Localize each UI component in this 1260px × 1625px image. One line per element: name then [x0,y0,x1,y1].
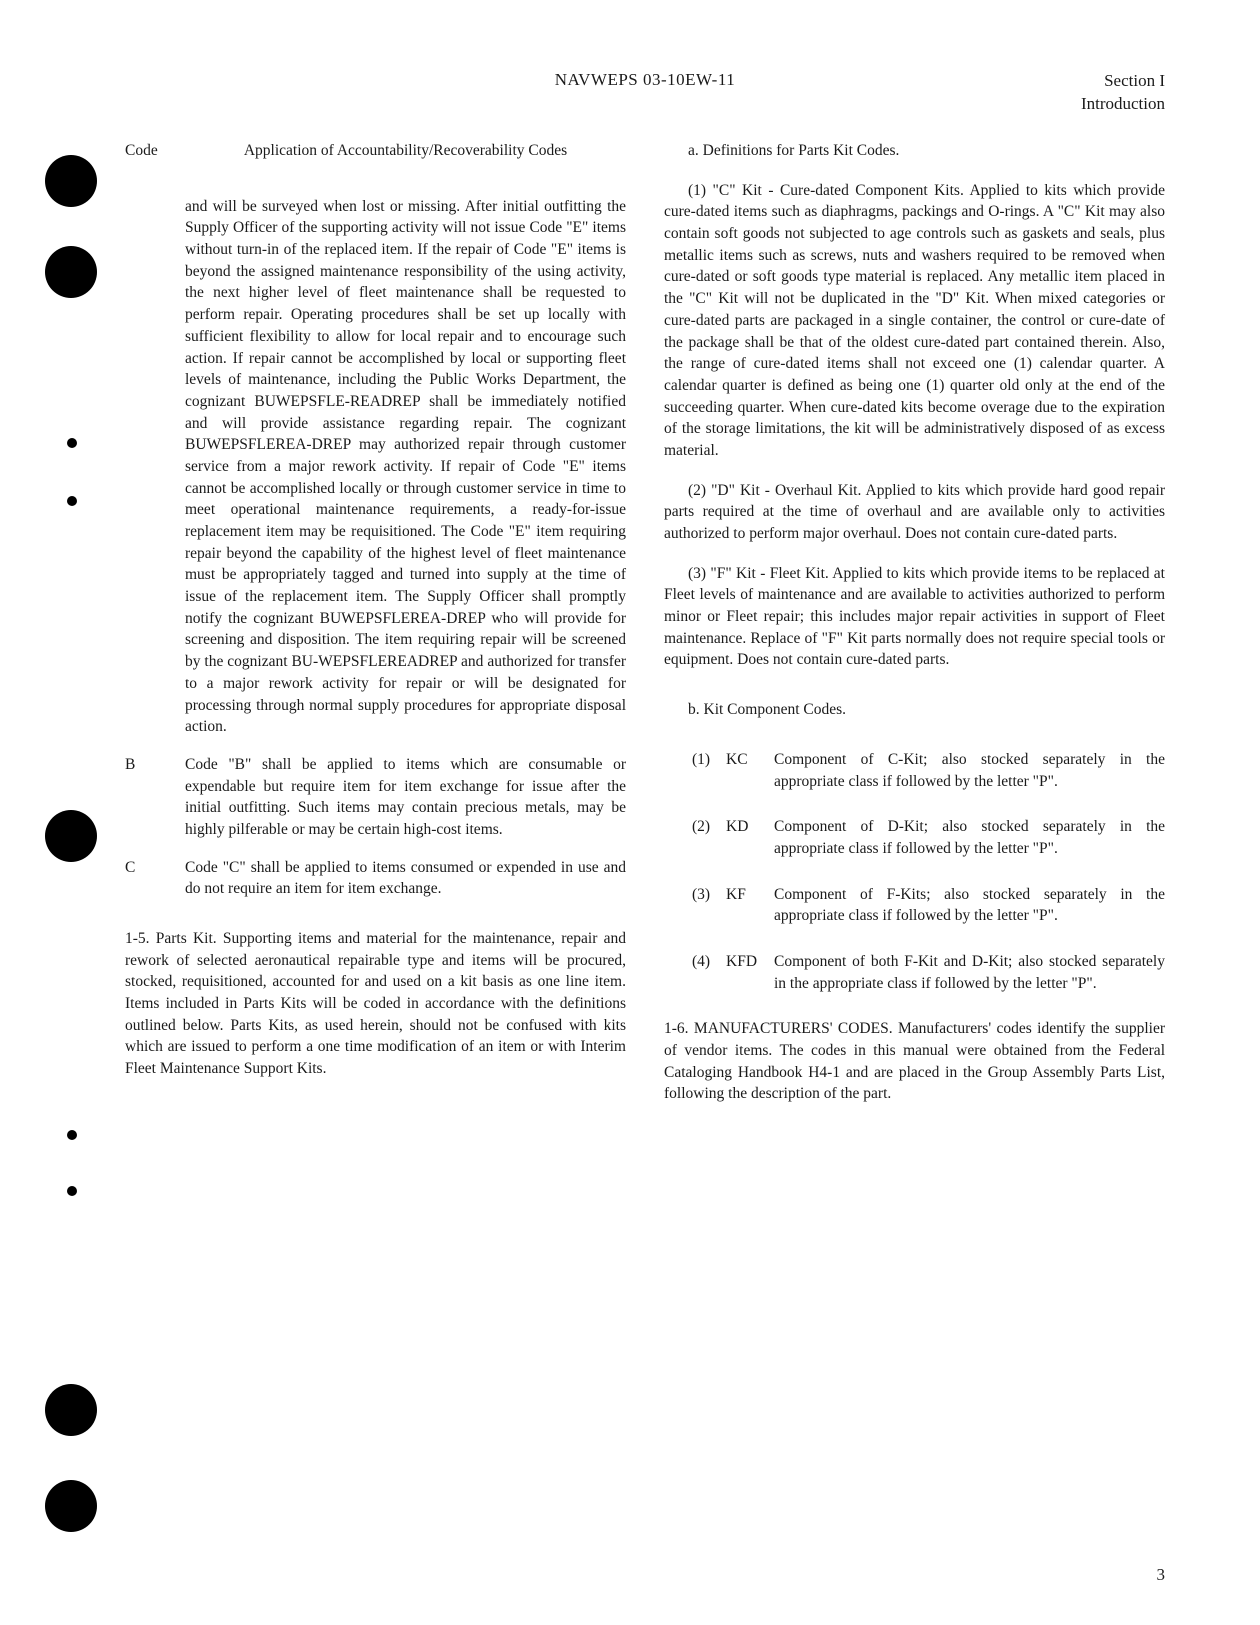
code-c-row: C Code "C" shall be applied to items con… [125,857,626,900]
paragraph-1-5: 1-5. Parts Kit. Supporting items and mat… [125,928,626,1080]
section-b-title: b. Kit Component Codes. [664,699,1165,721]
document-page: NAVWEPS 03-10EW-11 Section I Introductio… [0,0,1260,1625]
binder-dot [45,1480,97,1532]
binder-dot [45,155,97,207]
binder-dot [67,496,77,506]
code-continued-text: and will be surveyed when lost or missin… [185,196,626,738]
right-column: a. Definitions for Parts Kit Codes. (1) … [664,140,1165,1123]
kit-num: (3) [692,884,726,927]
kit-num: (1) [692,749,726,792]
section-number: Section I [1081,70,1165,93]
binder-dot [45,1384,97,1436]
code-b-text: Code "B" shall be applied to items which… [185,754,626,841]
section-subtitle: Introduction [1081,93,1165,116]
definition-f-kit: (3) "F" Kit - Fleet Kit. Applied to kits… [664,563,1165,671]
application-column-header: Application of Accountability/Recoverabi… [185,140,626,162]
kit-text: Component of C-Kit; also stocked separat… [774,749,1165,792]
kit-code: KD [726,816,774,859]
binder-dot [67,438,77,448]
section-a-title: a. Definitions for Parts Kit Codes. [664,140,1165,162]
kit-num: (4) [692,951,726,994]
left-column: Code Application of Accountability/Recov… [125,140,626,1123]
binder-dots [45,0,105,1625]
paragraph-1-6: 1-6. MANUFACTURERS' CODES. Manufacturers… [664,1018,1165,1105]
kit-code: KF [726,884,774,927]
kit-text: Component of D-Kit; also stocked separat… [774,816,1165,859]
binder-dot [45,810,97,862]
kit-code: KFD [726,951,774,994]
binder-dot [45,246,97,298]
kit-code: KC [726,749,774,792]
kit-text: Component of both F-Kit and D-Kit; also … [774,951,1165,994]
kit-component-row: (2) KD Component of D-Kit; also stocked … [692,816,1165,859]
kit-component-row: (1) KC Component of C-Kit; also stocked … [692,749,1165,792]
binder-dot [67,1130,77,1140]
definition-c-kit: (1) "C" Kit - Cure-dated Component Kits.… [664,180,1165,462]
code-column-header: Code [125,140,185,180]
code-c-label: C [125,857,185,900]
code-c-text: Code "C" shall be applied to items consu… [185,857,626,900]
definition-d-kit: (2) "D" Kit - Overhaul Kit. Applied to k… [664,480,1165,545]
kit-num: (2) [692,816,726,859]
table-header-row: Code Application of Accountability/Recov… [125,140,626,180]
section-header: Section I Introduction [1081,70,1165,116]
code-b-label: B [125,754,185,841]
two-column-content: Code Application of Accountability/Recov… [125,140,1165,1123]
binder-dot [67,1186,77,1196]
kit-component-row: (4) KFD Component of both F-Kit and D-Ki… [692,951,1165,994]
code-continued-row: and will be surveyed when lost or missin… [125,196,626,738]
page-number: 3 [1157,1565,1166,1585]
document-id: NAVWEPS 03-10EW-11 [125,70,1165,90]
code-b-row: B Code "B" shall be applied to items whi… [125,754,626,841]
kit-component-row: (3) KF Component of F-Kits; also stocked… [692,884,1165,927]
kit-text: Component of F-Kits; also stocked separa… [774,884,1165,927]
code-label-empty [125,196,185,738]
